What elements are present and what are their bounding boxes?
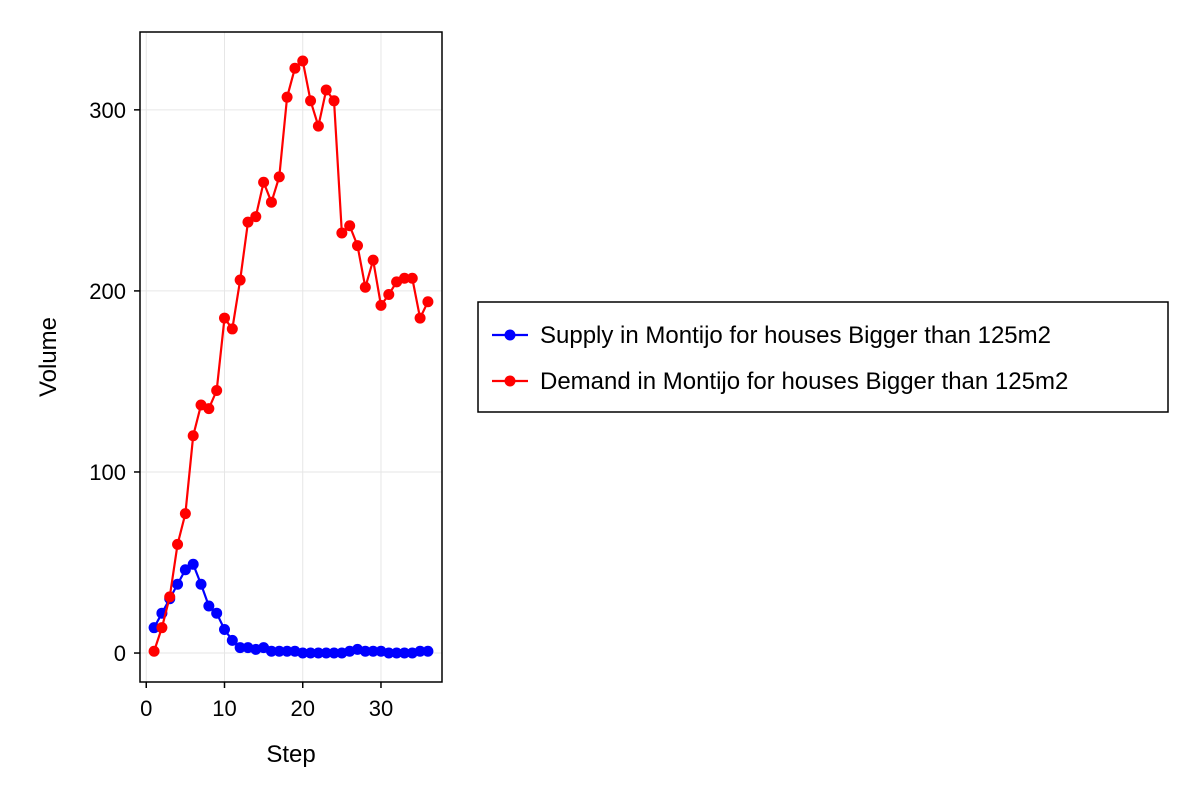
data-point	[367, 645, 379, 657]
legend-label: Supply in Montijo for houses Bigger than…	[540, 322, 1051, 349]
x-tick-label: 30	[369, 696, 393, 721]
data-point	[312, 120, 324, 132]
data-point	[172, 538, 184, 550]
legend-label: Demand in Montijo for houses Bigger than…	[540, 368, 1068, 395]
data-point	[218, 623, 230, 635]
series-1	[148, 558, 434, 659]
legend-item: Demand in Montijo for houses Bigger than…	[492, 368, 1068, 395]
data-point	[211, 607, 223, 619]
data-point	[406, 272, 418, 284]
data-point	[265, 196, 277, 208]
data-point	[320, 647, 332, 659]
data-point	[234, 274, 246, 286]
data-point	[242, 216, 254, 228]
series-line	[153, 563, 428, 655]
data-point	[234, 642, 246, 654]
grid-lines	[140, 32, 442, 682]
legend-swatch-marker	[504, 375, 516, 387]
legend-frame	[477, 301, 1169, 413]
data-point	[281, 645, 293, 657]
data-point	[422, 645, 434, 657]
y-tick-label: 100	[89, 460, 126, 485]
legend-item: Supply in Montijo for houses Bigger than…	[492, 322, 1051, 349]
data-point	[226, 323, 238, 335]
data-point	[328, 647, 340, 659]
data-point	[179, 564, 191, 576]
data-point	[187, 430, 199, 442]
data-point	[328, 95, 340, 107]
x-tick-label: 0	[140, 696, 152, 721]
data-point	[187, 558, 199, 570]
y-tick-label: 300	[89, 98, 126, 123]
data-point	[258, 176, 270, 188]
data-point	[414, 645, 426, 657]
data-point	[195, 578, 207, 590]
data-point	[336, 227, 348, 239]
data-point	[383, 647, 395, 659]
x-axis-label: Step	[266, 741, 315, 768]
data-point	[344, 220, 356, 232]
data-point	[172, 578, 184, 590]
data-point	[391, 647, 403, 659]
data-point	[273, 645, 285, 657]
data-point	[289, 62, 301, 74]
data-point	[359, 645, 371, 657]
x-tick-label: 20	[290, 696, 314, 721]
legend: Supply in Montijo for houses Bigger than…	[477, 301, 1169, 413]
data-point	[414, 312, 426, 324]
data-point	[383, 289, 395, 301]
data-point	[422, 296, 434, 308]
data-point	[375, 299, 387, 311]
data-point	[305, 647, 317, 659]
y-axis-label: Volume	[35, 317, 62, 397]
data-point	[297, 647, 309, 659]
data-point	[352, 240, 364, 252]
data-point	[203, 600, 215, 612]
data-point	[398, 647, 410, 659]
series-2	[148, 55, 434, 657]
data-point	[297, 55, 309, 67]
data-point	[156, 622, 168, 634]
data-point	[179, 508, 191, 520]
data-point	[218, 312, 230, 324]
data-point	[281, 91, 293, 103]
y-tick-label: 200	[89, 279, 126, 304]
data-point	[250, 211, 262, 223]
data-point	[203, 403, 215, 415]
y-tick-label: 0	[114, 641, 126, 666]
data-point	[273, 171, 285, 183]
legend-swatch-marker	[504, 329, 516, 341]
data-point	[265, 645, 277, 657]
data-point	[312, 647, 324, 659]
data-point	[398, 272, 410, 284]
data-point	[211, 384, 223, 396]
x-tick-label: 10	[212, 696, 236, 721]
data-point	[367, 254, 379, 266]
data-point	[148, 622, 160, 634]
data-point	[359, 281, 371, 293]
data-point	[305, 95, 317, 107]
series-layer	[148, 55, 434, 659]
plot-frame	[139, 31, 443, 683]
data-point	[148, 645, 160, 657]
data-point	[320, 84, 332, 96]
data-point	[164, 591, 176, 603]
data-point	[226, 634, 238, 646]
